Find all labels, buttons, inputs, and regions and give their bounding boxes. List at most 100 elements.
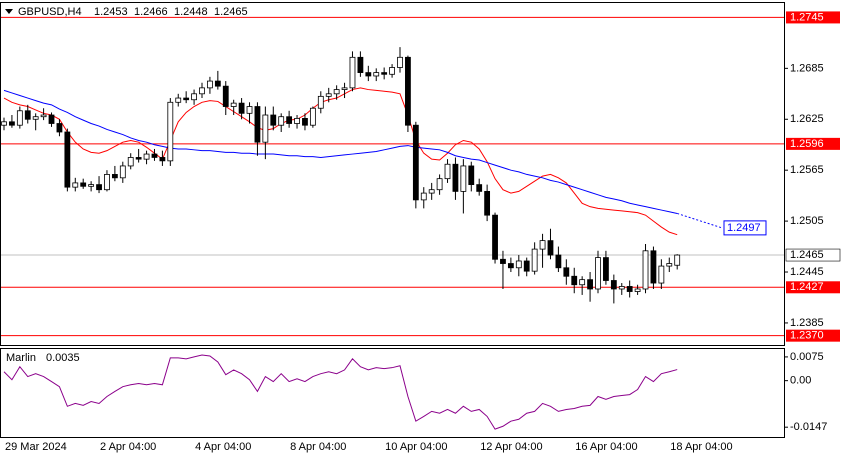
candle-body — [634, 288, 641, 292]
indicator-line — [3, 354, 678, 430]
candle-body — [515, 260, 522, 269]
candle-body — [460, 165, 467, 192]
candle-body — [507, 263, 514, 269]
x-tick-label: 2 Apr 04:00 — [100, 441, 156, 453]
candle-body — [317, 95, 324, 109]
y-tick-label: 1.2385 — [790, 317, 824, 329]
level-label: 1.2370 — [790, 330, 824, 342]
candle-body — [531, 248, 538, 272]
candle-body — [405, 56, 411, 126]
candle-body — [159, 157, 166, 162]
candle-body — [309, 107, 316, 126]
candle-body — [48, 114, 55, 124]
menu-triangle[interactable] — [5, 9, 13, 14]
candle-body — [357, 56, 364, 73]
moving-average — [3, 87, 678, 236]
candle-body — [618, 286, 625, 290]
candle-body — [365, 72, 372, 77]
candle-body — [658, 265, 665, 284]
level-label: 1.2745 — [790, 11, 824, 23]
candle-body — [468, 165, 475, 186]
candle-body — [286, 116, 293, 124]
candle-body — [199, 87, 205, 95]
candle-body — [666, 263, 673, 267]
candle-body — [1, 121, 7, 126]
candle-body — [610, 280, 617, 290]
candle-body — [80, 182, 87, 187]
candle-body — [214, 80, 221, 87]
candle-body — [175, 97, 182, 103]
candle-body — [563, 267, 570, 277]
candle-body — [642, 250, 649, 290]
projection-label-box — [723, 220, 767, 236]
indicator-title: Marlin — [6, 352, 36, 364]
candle-body — [207, 80, 213, 89]
y-tick-label: 1.2685 — [790, 62, 824, 74]
candle-body — [650, 250, 657, 284]
x-tick-label: 10 Apr 04:00 — [385, 441, 447, 453]
candle-body — [436, 178, 443, 191]
candle-body — [325, 93, 332, 97]
candle-body — [492, 214, 498, 260]
candle-body — [143, 153, 150, 160]
candle-body — [381, 72, 388, 75]
candle-body — [56, 123, 63, 133]
candle-body — [32, 116, 39, 120]
candle-body — [444, 163, 451, 180]
candle-body — [452, 163, 459, 192]
candle-body — [626, 286, 633, 292]
candle-body — [476, 184, 483, 192]
x-tick-label: 16 Apr 04:00 — [575, 441, 637, 453]
candle-body — [349, 56, 356, 89]
y-tick-label: -0.0147 — [790, 421, 827, 433]
x-tick-label: 12 Apr 04:00 — [480, 441, 542, 453]
candle-body — [238, 102, 245, 114]
candle-body — [167, 101, 174, 162]
level-label-box — [786, 11, 840, 24]
candle-body — [294, 118, 300, 124]
y-tick-label: 1.2625 — [790, 113, 824, 125]
candle-body — [9, 121, 15, 126]
candle-body — [571, 275, 578, 286]
y-tick-label: 1.2565 — [790, 164, 824, 176]
candle-body — [246, 106, 253, 114]
candle-body — [484, 190, 491, 216]
chart-title: GBPUSD,H4 — [18, 6, 82, 18]
candle-body — [420, 192, 427, 201]
projection-label: 1.2497 — [727, 222, 761, 234]
level-label-box — [786, 137, 840, 150]
y-tick-label: 1.2445 — [790, 266, 824, 278]
candle-body — [555, 254, 562, 269]
candle-body — [278, 116, 285, 126]
candle-body — [389, 67, 395, 75]
candle-body — [104, 174, 110, 191]
candle-body — [333, 89, 340, 95]
header-high: 1.2466 — [134, 6, 168, 18]
moving-average — [3, 89, 678, 214]
candle-body — [191, 93, 197, 101]
candle-body — [397, 56, 403, 68]
candle-body — [603, 257, 609, 281]
x-tick-label: 29 Mar 2024 — [5, 441, 67, 453]
candle-body — [523, 260, 530, 272]
x-tick-label: 4 Apr 04:00 — [195, 441, 251, 453]
candle-body — [16, 110, 23, 126]
header-open: 1.2453 — [94, 6, 128, 18]
candle-body — [72, 182, 79, 188]
candle-body — [230, 102, 237, 107]
level-label-box — [786, 329, 840, 342]
candle-body — [587, 279, 593, 290]
candle-body — [412, 124, 419, 201]
y-tick-label: 0.0075 — [790, 351, 824, 363]
header-low: 1.2448 — [174, 6, 208, 18]
indicator-value: 0.0035 — [46, 352, 80, 364]
level-label-box — [786, 281, 840, 294]
candle-body — [127, 157, 134, 167]
y-tick-label: 1.2505 — [790, 215, 824, 227]
candle-body — [64, 131, 71, 188]
header-close: 1.2465 — [214, 6, 248, 18]
candle-body — [270, 114, 277, 126]
candle-body — [111, 174, 118, 179]
